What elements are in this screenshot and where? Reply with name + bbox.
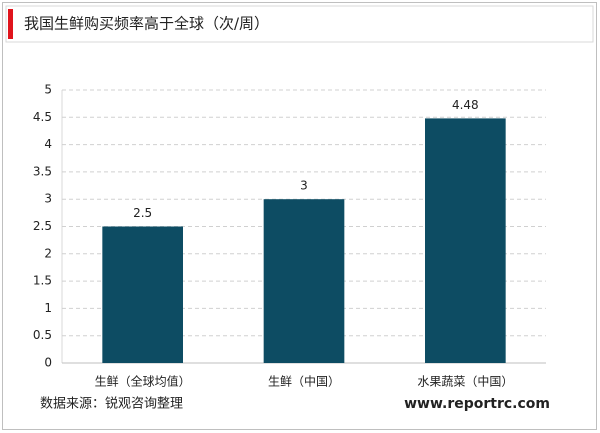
y-tick-label: 0.5 — [33, 328, 52, 342]
y-tick-label: 5 — [44, 83, 52, 97]
y-tick-label: 1.5 — [33, 274, 52, 288]
website: www.reportrc.com — [404, 396, 550, 412]
title-box — [5, 5, 594, 43]
title-accent — [8, 9, 13, 39]
data-label: 2.5 — [133, 206, 152, 220]
y-tick-label: 2 — [44, 246, 52, 260]
bar — [263, 199, 345, 363]
data-label: 3 — [300, 179, 308, 193]
source-note: 数据来源：锐观咨询整理 — [40, 397, 183, 412]
y-tick-label: 1 — [44, 301, 52, 315]
y-tick-label: 3.5 — [33, 164, 52, 178]
bar — [425, 118, 506, 363]
data-label: 4.48 — [452, 98, 479, 112]
x-tick-label: 生鲜（中国） — [268, 374, 340, 389]
y-tick-label: 4 — [44, 137, 52, 151]
y-tick-label: 3 — [44, 192, 52, 206]
y-tick-label: 2.5 — [33, 219, 52, 233]
bar — [102, 226, 183, 363]
chart-title: 我国生鲜购买频率高于全球（次/周） — [24, 15, 269, 33]
x-tick-label: 水果蔬菜（中国） — [417, 374, 513, 389]
y-tick-label: 4.5 — [33, 110, 52, 124]
y-tick-label: 0 — [44, 356, 52, 370]
x-tick-label: 生鲜（全球均值） — [95, 374, 191, 389]
